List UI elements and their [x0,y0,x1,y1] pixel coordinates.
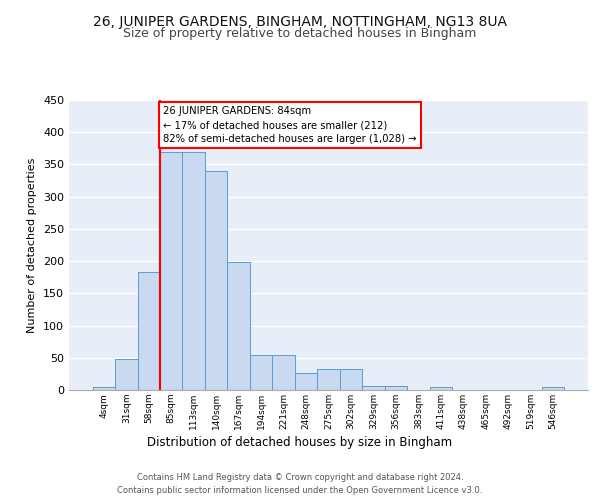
Bar [115,359,137,390]
Bar [340,368,362,390]
Bar [295,373,317,390]
Bar [205,171,227,390]
Text: Contains HM Land Registry data © Crown copyright and database right 2024.
Contai: Contains HM Land Registry data © Crown c… [118,474,482,495]
Bar [92,387,115,390]
Bar [385,386,407,390]
Bar [137,272,160,390]
Text: Size of property relative to detached houses in Bingham: Size of property relative to detached ho… [124,28,476,40]
Text: Distribution of detached houses by size in Bingham: Distribution of detached houses by size … [148,436,452,449]
Text: 26, JUNIPER GARDENS, BINGHAM, NOTTINGHAM, NG13 8UA: 26, JUNIPER GARDENS, BINGHAM, NOTTINGHAM… [93,15,507,29]
Text: 26 JUNIPER GARDENS: 84sqm
← 17% of detached houses are smaller (212)
82% of semi: 26 JUNIPER GARDENS: 84sqm ← 17% of detac… [163,106,417,144]
Bar [182,152,205,390]
Bar [430,387,452,390]
Bar [362,386,385,390]
Bar [227,262,250,390]
Bar [160,152,182,390]
Bar [250,355,272,390]
Bar [542,388,565,390]
Bar [317,368,340,390]
Y-axis label: Number of detached properties: Number of detached properties [28,158,37,332]
Bar [272,355,295,390]
